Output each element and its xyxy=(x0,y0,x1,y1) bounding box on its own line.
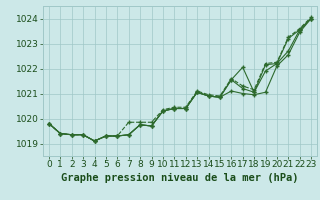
X-axis label: Graphe pression niveau de la mer (hPa): Graphe pression niveau de la mer (hPa) xyxy=(61,173,299,183)
